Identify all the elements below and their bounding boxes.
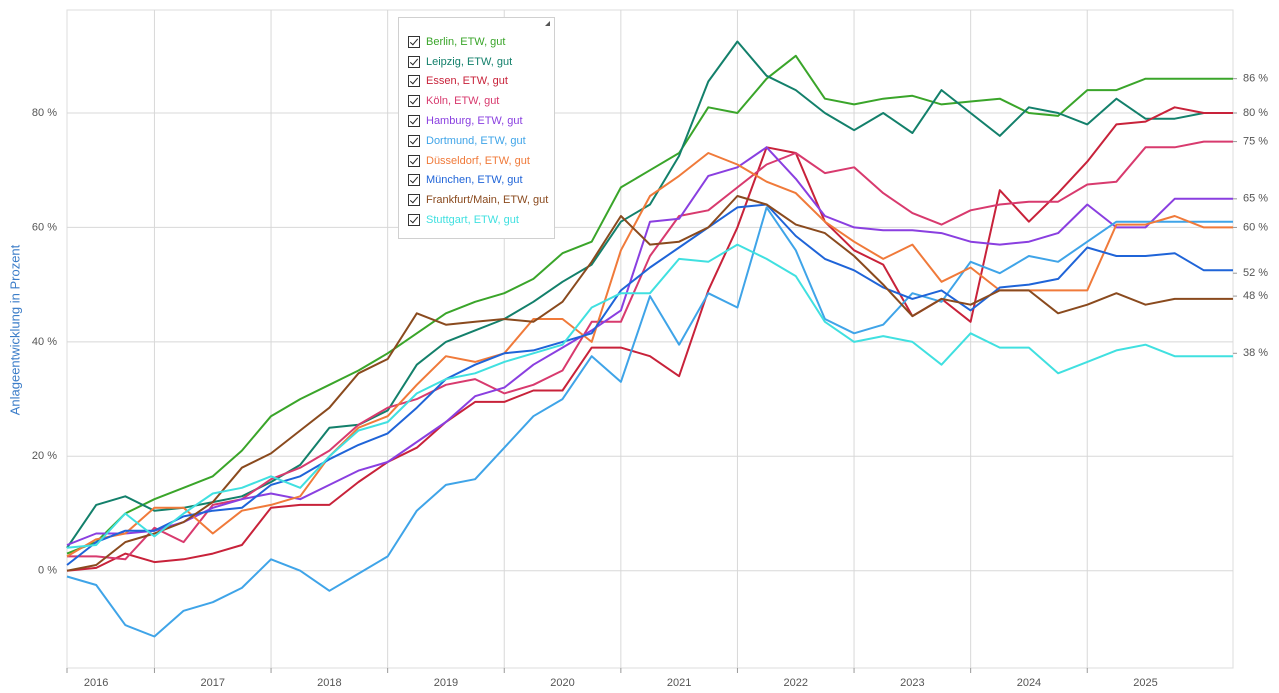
legend-label: Düsseldorf, ETW, gut [426,154,530,167]
y2-tick-label: 38 % [1243,347,1268,359]
checkbox[interactable] [408,55,420,68]
y2-tick-label: 65 % [1243,193,1268,205]
x-tick-label: 2016 [84,677,108,689]
series-line [66,203,1233,566]
y-tick-label: 20 % [32,450,57,462]
x-tick-label: 2024 [1017,677,1041,689]
legend-label: Leipzig, ETW, gut [426,55,513,68]
y-tick-label: 40 % [32,336,57,348]
legend-label: Köln, ETW, gut [426,95,500,108]
x-tick-label: 2017 [201,677,225,689]
y2-tick-label: 52 % [1243,267,1268,279]
y-tick-label: 80 % [32,107,57,119]
legend-label: Dortmund, ETW, gut [426,134,526,147]
legend-item[interactable]: Hamburg, ETW, gut [399,111,554,131]
y2-tick-label: 80 % [1243,107,1268,119]
y-tick-label: 60 % [32,221,57,233]
y-tick-label: 0 % [38,565,57,577]
checkbox[interactable] [408,75,420,88]
legend-item[interactable]: Köln, ETW, gut [399,91,554,111]
series-line [66,106,1233,572]
resize-grip [545,21,550,26]
plot-area [66,9,1234,669]
legend-label: Berlin, ETW, gut [426,35,506,48]
legend-item[interactable]: Dortmund, ETW, gut [399,131,554,151]
series-line [66,195,1233,572]
x-tick-label: 2022 [784,677,808,689]
y2-tick-label: 86 % [1243,73,1268,85]
checkbox[interactable] [408,134,420,147]
legend-item[interactable]: Berlin, ETW, gut [399,32,554,52]
legend-label: Frankfurt/Main, ETW, gut [426,194,549,207]
legend-label: München, ETW, gut [426,174,523,187]
checkbox[interactable] [408,154,420,167]
legend-item[interactable]: München, ETW, gut [399,171,554,191]
y2-tick-label: 60 % [1243,221,1268,233]
y2-tick-label: 48 % [1243,290,1268,302]
legend-item[interactable]: Essen, ETW, gut [399,72,554,92]
legend-label: Hamburg, ETW, gut [426,115,523,128]
checkbox[interactable] [408,214,420,227]
checkbox[interactable] [408,174,420,187]
x-tick-label: 2021 [667,677,691,689]
y-axis-label: Anlageentwicklung in Prozent [7,244,22,415]
plot-background [66,9,1234,669]
legend-item[interactable]: Stuttgart, ETW, gut [399,210,554,230]
x-tick-label: 2020 [550,677,574,689]
series-line [66,243,1233,549]
checkbox[interactable] [408,35,420,48]
series-line [67,140,1233,561]
checkbox[interactable] [408,115,420,128]
series-line [66,54,1233,555]
legend-label: Stuttgart, ETW, gut [426,214,519,227]
checkbox[interactable] [408,194,420,207]
x-tick-label: 2018 [317,677,341,689]
legend-item[interactable]: Leipzig, ETW, gut [399,52,554,72]
legend: Berlin, ETW, gut Leipzig, ETW, gut Essen, … [398,17,555,239]
checkbox[interactable] [408,95,420,108]
series-line [66,146,1233,546]
x-tick-label: 2025 [1133,677,1157,689]
y2-tick-label: 75 % [1243,136,1268,148]
x-tick-label: 2023 [900,677,924,689]
legend-label: Essen, ETW, gut [426,75,508,88]
series-line [66,152,1233,558]
legend-item[interactable]: Düsseldorf, ETW, gut [399,151,554,171]
x-tick-label: 2019 [434,677,458,689]
series-line [66,206,1233,638]
legend-item[interactable]: Frankfurt/Main, ETW, gut [399,190,554,210]
